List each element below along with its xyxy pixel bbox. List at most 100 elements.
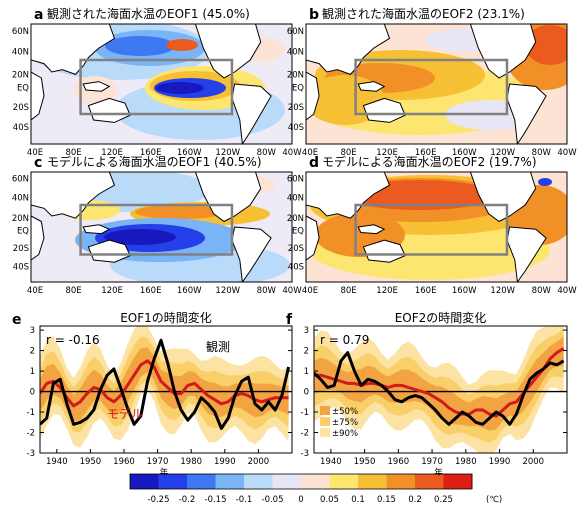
land-mass — [31, 24, 116, 75]
colorbar-label: -0.05 — [262, 495, 284, 505]
lat-tick-label: 40N — [287, 193, 304, 203]
x-tick-label: 1950 — [354, 457, 376, 467]
continents — [306, 172, 547, 282]
lat-tick-label: EQ — [292, 84, 304, 94]
y-tick-label: -2 — [27, 429, 35, 439]
land-mass — [31, 172, 116, 219]
x-tick-label: 1950 — [80, 457, 102, 467]
land-mass — [82, 224, 111, 235]
colorbar-label: 0.25 — [434, 495, 453, 505]
lat-tick-label: 20S — [13, 244, 29, 254]
lon-tick-label: 40W — [557, 286, 577, 296]
observed-line — [40, 338, 291, 430]
lat-tick-label: 20N — [12, 214, 29, 224]
lon-tick-label: 120E — [101, 148, 123, 158]
x-axis-label: 年 — [160, 467, 169, 478]
lat-tick-label: EQ — [17, 84, 29, 94]
x-tick-label: 1970 — [421, 457, 443, 467]
correlation-label: r = 0.79 — [320, 333, 369, 347]
colorbar-swatch — [215, 474, 245, 489]
x-tick-label: 1960 — [113, 457, 135, 467]
x-tick-label: 1980 — [455, 457, 477, 467]
panel-letter: c — [34, 155, 42, 171]
lat-tick-label: 20N — [287, 214, 304, 224]
y-tick-label: 0 — [304, 388, 309, 398]
lat-tick-label: 40N — [12, 193, 29, 203]
lat-tick-label: EQ — [292, 226, 304, 236]
lat-tick-label: 20S — [13, 103, 29, 113]
lon-tick-label: 120W — [215, 148, 240, 158]
lat-tick-label: 40S — [13, 263, 29, 273]
panel-title: モデルによる海面水温のEOF2 (19.7%) — [322, 154, 537, 169]
lat-tick-label: 20S — [288, 103, 304, 113]
lon-tick-label: 80W — [532, 286, 552, 296]
lon-tick-label: 120W — [490, 286, 515, 296]
region-box — [354, 203, 509, 256]
colorbar-label: -0.25 — [148, 495, 170, 505]
lat-tick-label: 40S — [288, 263, 304, 273]
colorbar-swatch — [244, 474, 273, 489]
lon-tick-label: 80E — [65, 286, 81, 296]
spread-legend-label: ±75% — [332, 418, 358, 428]
lon-tick-label: 40E — [27, 148, 43, 158]
lat-tick-label: 40S — [13, 123, 29, 133]
land-mass — [306, 24, 391, 75]
lon-tick-label: 120W — [490, 148, 515, 158]
lon-tick-label: 40E — [302, 286, 318, 296]
colorbar-swatch — [415, 474, 444, 489]
colorbar-swatch — [158, 474, 188, 489]
timeseries-plot — [40, 326, 292, 448]
spread-legend-label: ±50% — [332, 407, 358, 417]
y-tick-label: -3 — [27, 449, 35, 459]
continents — [31, 172, 272, 282]
colorbar-swatch — [130, 474, 159, 489]
lon-tick-label: 80E — [340, 148, 356, 158]
lat-tick-label: 60N — [287, 175, 304, 185]
land-mass — [357, 224, 386, 235]
land-mass — [231, 83, 272, 144]
y-tick-label: 1 — [30, 367, 35, 377]
lon-tick-label: 160E — [415, 148, 437, 158]
panel-letter: a — [34, 7, 43, 23]
y-tick-label: 3 — [304, 326, 309, 336]
lat-tick-label: 60N — [287, 27, 304, 37]
lat-tick-label: 40N — [12, 48, 29, 58]
land-mass — [194, 172, 262, 223]
colorbar-label: -0.1 — [236, 495, 253, 505]
lon-tick-label: 80W — [532, 148, 552, 158]
colorbar-label: 0.15 — [377, 495, 396, 505]
x-axis-label: 年 — [434, 467, 443, 478]
x-tick-label: 1940 — [46, 457, 68, 467]
lon-tick-label: 160E — [140, 148, 162, 158]
lon-tick-label: 160E — [140, 286, 162, 296]
lon-tick-label: 40W — [557, 148, 577, 158]
panel-letter: b — [309, 7, 319, 23]
panel-title: 観測された海面水温のEOF2 (23.1%) — [322, 6, 525, 21]
region-box — [354, 58, 509, 116]
land-mass — [31, 71, 45, 121]
spread-legend-swatch — [320, 428, 330, 437]
panel-letter: e — [12, 312, 22, 328]
continents — [31, 24, 272, 144]
panel-title: EOF2の時間変化 — [395, 310, 487, 325]
plot-frame — [39, 325, 293, 454]
colorbar — [129, 473, 473, 490]
panel-letter: d — [309, 155, 319, 171]
land-mass — [506, 226, 547, 282]
lon-tick-label: 120E — [376, 148, 398, 158]
land-mass — [194, 24, 262, 79]
region-box — [79, 203, 234, 256]
land-mass — [82, 81, 111, 92]
model-line — [40, 359, 289, 408]
lon-tick-label: 120W — [215, 286, 240, 296]
lat-tick-label: 20S — [288, 244, 304, 254]
land-mass — [231, 226, 272, 282]
land-mass — [31, 215, 45, 261]
land-mass — [506, 83, 547, 144]
colorbar-label: -0.2 — [179, 495, 196, 505]
colorbar-label: -0.15 — [205, 495, 227, 505]
spread-legend-swatch — [320, 417, 330, 426]
land-mass — [469, 24, 537, 79]
lat-tick-label: EQ — [17, 226, 29, 236]
